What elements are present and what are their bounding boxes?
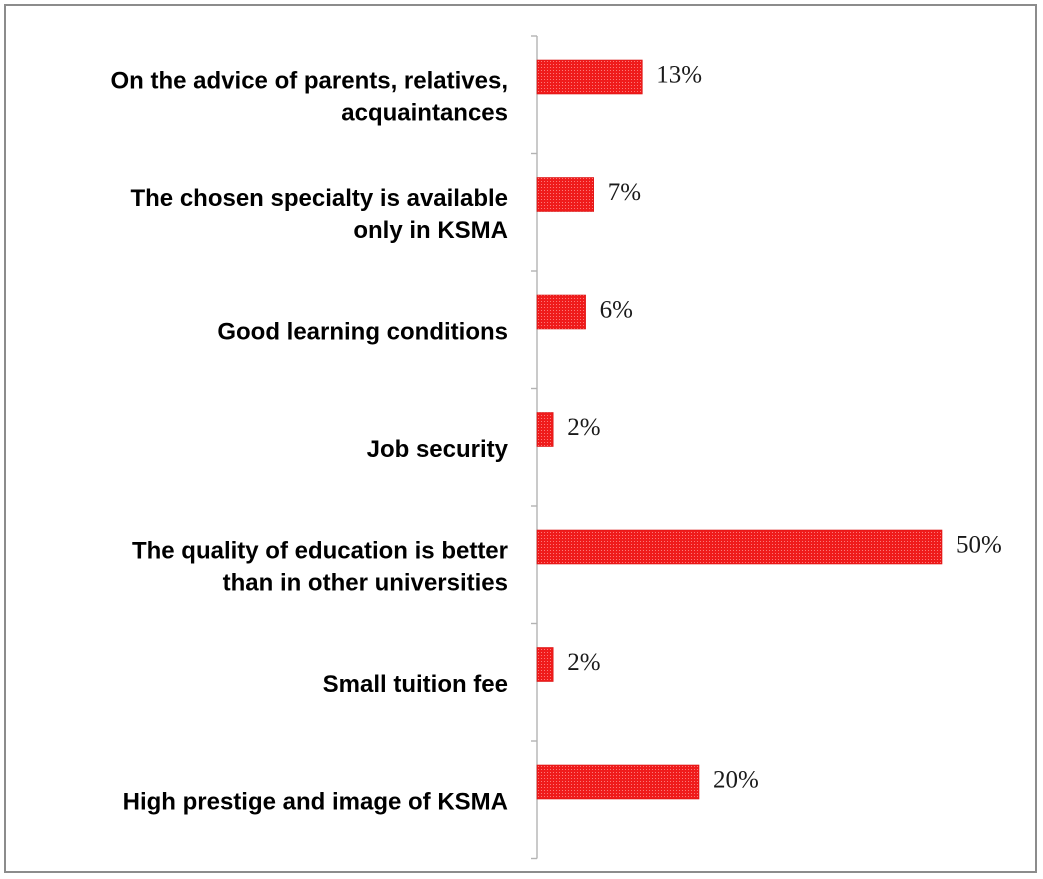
- category-tick-label: High prestige and image of KSMA: [123, 788, 508, 815]
- bar: [536, 764, 700, 800]
- labels: 13% On the advice of parents, relatives, a…: [111, 62, 1002, 816]
- bar: [536, 647, 554, 682]
- bar: [536, 294, 586, 330]
- category-tick-label: Job security: [367, 436, 509, 463]
- data-label: 6%: [600, 297, 633, 324]
- bars: [536, 59, 943, 800]
- chart-frame: [4, 4, 1037, 873]
- category-tick-label: acquaintances: [341, 99, 508, 126]
- data-label: 2%: [567, 649, 600, 676]
- data-label: 50%: [956, 532, 1002, 559]
- category-tick-label: On the advice of parents, relatives,: [111, 67, 508, 94]
- bar: [536, 529, 943, 565]
- bar: [536, 177, 595, 212]
- category-tick-label: than in other universities: [223, 569, 508, 596]
- category-tick-label: The quality of education is better: [132, 537, 508, 564]
- bar: [536, 412, 554, 447]
- category-tick-label: only in KSMA: [353, 217, 508, 244]
- category-tick-label: The chosen specialty is available: [130, 185, 508, 212]
- data-label: 7%: [608, 179, 641, 206]
- category-axis: [531, 35, 538, 860]
- category-tick-label: Small tuition fee: [323, 671, 508, 698]
- bar: [536, 59, 643, 95]
- data-label: 2%: [567, 414, 600, 441]
- data-label: 13%: [656, 62, 702, 89]
- category-tick-label: Good learning conditions: [217, 318, 508, 345]
- data-label: 20%: [713, 767, 759, 794]
